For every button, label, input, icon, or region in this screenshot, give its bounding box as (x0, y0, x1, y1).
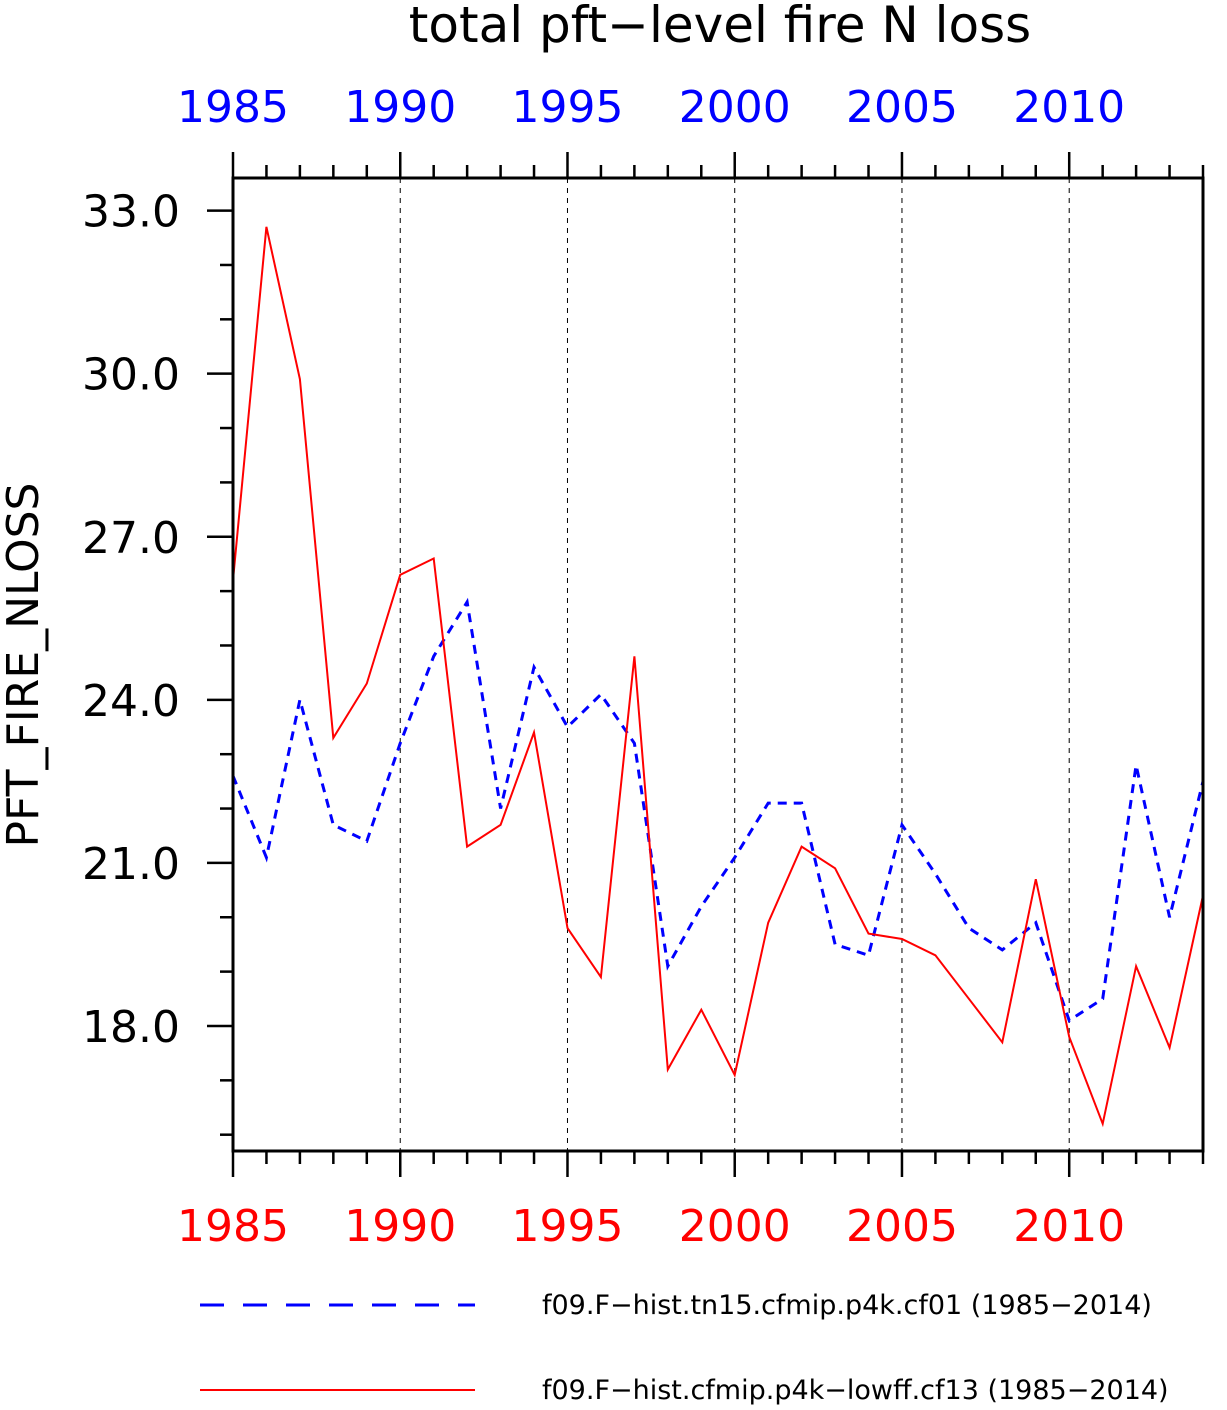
x-tick-label-top: 1995 (511, 82, 623, 133)
y-tick-label: 24.0 (82, 676, 180, 727)
series-lines (231, 226, 1205, 1128)
x-tick-label-bottom: 2000 (679, 1201, 791, 1252)
x-tick-label-bottom: 2005 (846, 1201, 958, 1252)
legend-label: f09.F−hist.tn15.cfmip.p4k.cf01 (1985−201… (542, 1290, 1152, 1321)
x-tick-label-top: 2010 (1013, 82, 1125, 133)
series-line-1 (231, 597, 1205, 1023)
y-tick-label: 33.0 (82, 187, 180, 238)
grid-lines (399, 178, 1070, 1151)
x-tick-label-top: 2005 (846, 82, 958, 133)
legend: f09.F−hist.tn15.cfmip.p4k.cf01 (1985−201… (200, 1290, 1169, 1406)
x-tick-label-top: 1990 (344, 82, 456, 133)
axis-ticks (207, 152, 1205, 1177)
x-tick-label-bottom: 1995 (511, 1201, 623, 1252)
x-tick-label-bottom: 1985 (177, 1201, 289, 1252)
y-tick-label: 30.0 (82, 350, 180, 401)
plot-frame (231, 176, 1205, 1153)
y-axis-label: PFT_FIRE_NLOSS (0, 483, 49, 848)
y-tick-label: 18.0 (82, 1002, 180, 1053)
y-tick-label: 21.0 (82, 839, 180, 890)
x-tick-labels-bottom: 1985 1990 1995 2000 2005 2010 (177, 1201, 1125, 1252)
x-tick-label-top: 2000 (679, 82, 791, 133)
y-tick-label: 27.0 (82, 513, 180, 564)
x-tick-labels-top: 1985 1990 1995 2000 2005 2010 (177, 82, 1125, 133)
chart-title: total pft−level fire N loss (409, 0, 1031, 54)
legend-label: f09.F−hist.cfmip.p4k−lowff.cf13 (1985−20… (542, 1375, 1169, 1406)
x-tick-label-bottom: 2010 (1013, 1201, 1125, 1252)
x-tick-label-top: 1985 (177, 82, 289, 133)
y-tick-labels: 18.0 21.0 24.0 27.0 30.0 33.0 (82, 187, 180, 1053)
series-line-2 (232, 226, 1204, 1128)
x-tick-label-bottom: 1990 (344, 1201, 456, 1252)
